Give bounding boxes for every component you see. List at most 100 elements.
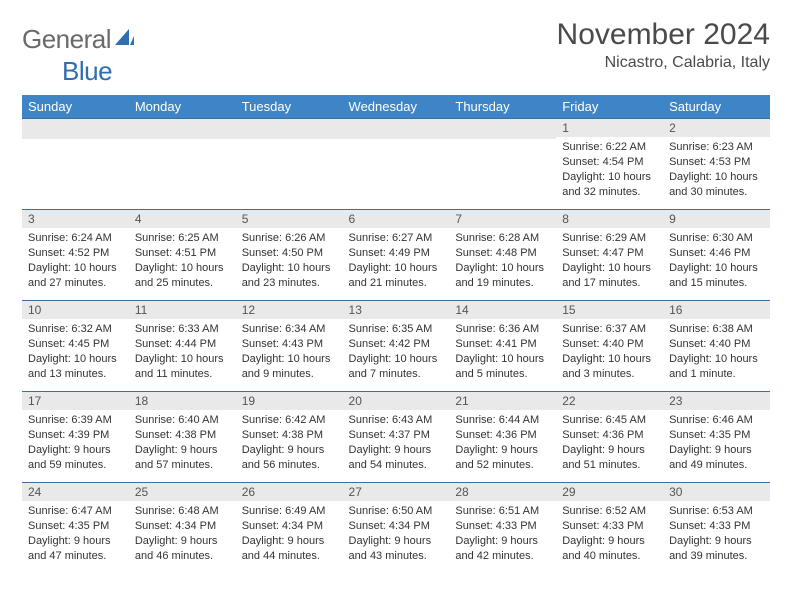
month-title: November 2024 (557, 18, 770, 52)
day-number: 10 (22, 301, 129, 319)
day-details: Sunrise: 6:37 AMSunset: 4:40 PMDaylight:… (556, 319, 663, 387)
weekday-header-row: Sunday Monday Tuesday Wednesday Thursday… (22, 95, 770, 119)
sunrise-text: Sunrise: 6:52 AM (562, 504, 657, 519)
day-details: Sunrise: 6:47 AMSunset: 4:35 PMDaylight:… (22, 501, 129, 569)
calendar-table: Sunday Monday Tuesday Wednesday Thursday… (22, 95, 770, 573)
calendar-cell (449, 119, 556, 210)
day-details: Sunrise: 6:35 AMSunset: 4:42 PMDaylight:… (343, 319, 450, 387)
daylight-text: Daylight: 10 hours and 7 minutes. (349, 352, 444, 382)
daylight-text: Daylight: 10 hours and 13 minutes. (28, 352, 123, 382)
sunrise-text: Sunrise: 6:51 AM (455, 504, 550, 519)
calendar-cell: 2Sunrise: 6:23 AMSunset: 4:53 PMDaylight… (663, 119, 770, 210)
calendar-cell: 24Sunrise: 6:47 AMSunset: 4:35 PMDayligh… (22, 483, 129, 574)
sunset-text: Sunset: 4:40 PM (562, 337, 657, 352)
day-number: 1 (556, 119, 663, 137)
day-details: Sunrise: 6:22 AMSunset: 4:54 PMDaylight:… (556, 137, 663, 205)
sail-icon (113, 27, 135, 54)
calendar-cell: 4Sunrise: 6:25 AMSunset: 4:51 PMDaylight… (129, 210, 236, 301)
calendar-cell: 30Sunrise: 6:53 AMSunset: 4:33 PMDayligh… (663, 483, 770, 574)
daylight-text: Daylight: 10 hours and 32 minutes. (562, 170, 657, 200)
daylight-text: Daylight: 10 hours and 9 minutes. (242, 352, 337, 382)
calendar-cell: 1Sunrise: 6:22 AMSunset: 4:54 PMDaylight… (556, 119, 663, 210)
sunset-text: Sunset: 4:49 PM (349, 246, 444, 261)
daylight-text: Daylight: 9 hours and 57 minutes. (135, 443, 230, 473)
calendar-cell: 27Sunrise: 6:50 AMSunset: 4:34 PMDayligh… (343, 483, 450, 574)
sunset-text: Sunset: 4:36 PM (562, 428, 657, 443)
day-details: Sunrise: 6:50 AMSunset: 4:34 PMDaylight:… (343, 501, 450, 569)
calendar-cell: 18Sunrise: 6:40 AMSunset: 4:38 PMDayligh… (129, 392, 236, 483)
sunrise-text: Sunrise: 6:28 AM (455, 231, 550, 246)
day-details: Sunrise: 6:30 AMSunset: 4:46 PMDaylight:… (663, 228, 770, 296)
sunset-text: Sunset: 4:40 PM (669, 337, 764, 352)
daylight-text: Daylight: 10 hours and 5 minutes. (455, 352, 550, 382)
sunset-text: Sunset: 4:45 PM (28, 337, 123, 352)
day-number: 20 (343, 392, 450, 410)
sunrise-text: Sunrise: 6:22 AM (562, 140, 657, 155)
calendar-cell: 12Sunrise: 6:34 AMSunset: 4:43 PMDayligh… (236, 301, 343, 392)
calendar-cell: 28Sunrise: 6:51 AMSunset: 4:33 PMDayligh… (449, 483, 556, 574)
day-number: 6 (343, 210, 450, 228)
sunset-text: Sunset: 4:38 PM (242, 428, 337, 443)
sunset-text: Sunset: 4:34 PM (349, 519, 444, 534)
logo-word-general: General (22, 24, 111, 55)
sunrise-text: Sunrise: 6:27 AM (349, 231, 444, 246)
calendar-row: 3Sunrise: 6:24 AMSunset: 4:52 PMDaylight… (22, 210, 770, 301)
day-number: 5 (236, 210, 343, 228)
daylight-text: Daylight: 10 hours and 25 minutes. (135, 261, 230, 291)
weekday-header: Sunday (22, 95, 129, 119)
sunset-text: Sunset: 4:35 PM (28, 519, 123, 534)
day-number: 23 (663, 392, 770, 410)
day-details: Sunrise: 6:39 AMSunset: 4:39 PMDaylight:… (22, 410, 129, 478)
daylight-text: Daylight: 10 hours and 15 minutes. (669, 261, 764, 291)
sunset-text: Sunset: 4:48 PM (455, 246, 550, 261)
day-details: Sunrise: 6:48 AMSunset: 4:34 PMDaylight:… (129, 501, 236, 569)
calendar-cell: 20Sunrise: 6:43 AMSunset: 4:37 PMDayligh… (343, 392, 450, 483)
sunrise-text: Sunrise: 6:24 AM (28, 231, 123, 246)
calendar-cell: 9Sunrise: 6:30 AMSunset: 4:46 PMDaylight… (663, 210, 770, 301)
weekday-header: Saturday (663, 95, 770, 119)
sunrise-text: Sunrise: 6:43 AM (349, 413, 444, 428)
day-number: 12 (236, 301, 343, 319)
daylight-text: Daylight: 9 hours and 40 minutes. (562, 534, 657, 564)
daylight-text: Daylight: 9 hours and 46 minutes. (135, 534, 230, 564)
day-number: 3 (22, 210, 129, 228)
calendar-cell: 19Sunrise: 6:42 AMSunset: 4:38 PMDayligh… (236, 392, 343, 483)
sunrise-text: Sunrise: 6:33 AM (135, 322, 230, 337)
sunset-text: Sunset: 4:39 PM (28, 428, 123, 443)
day-details: Sunrise: 6:43 AMSunset: 4:37 PMDaylight:… (343, 410, 450, 478)
day-number: 2 (663, 119, 770, 137)
day-details: Sunrise: 6:46 AMSunset: 4:35 PMDaylight:… (663, 410, 770, 478)
calendar-cell (129, 119, 236, 210)
calendar-cell: 29Sunrise: 6:52 AMSunset: 4:33 PMDayligh… (556, 483, 663, 574)
sunset-text: Sunset: 4:46 PM (669, 246, 764, 261)
day-number: 15 (556, 301, 663, 319)
sunrise-text: Sunrise: 6:35 AM (349, 322, 444, 337)
day-number (236, 119, 343, 139)
calendar-cell: 22Sunrise: 6:45 AMSunset: 4:36 PMDayligh… (556, 392, 663, 483)
daylight-text: Daylight: 10 hours and 19 minutes. (455, 261, 550, 291)
sunrise-text: Sunrise: 6:39 AM (28, 413, 123, 428)
sunset-text: Sunset: 4:41 PM (455, 337, 550, 352)
day-details: Sunrise: 6:24 AMSunset: 4:52 PMDaylight:… (22, 228, 129, 296)
day-details: Sunrise: 6:53 AMSunset: 4:33 PMDaylight:… (663, 501, 770, 569)
day-number: 27 (343, 483, 450, 501)
day-details: Sunrise: 6:28 AMSunset: 4:48 PMDaylight:… (449, 228, 556, 296)
day-details: Sunrise: 6:44 AMSunset: 4:36 PMDaylight:… (449, 410, 556, 478)
sunset-text: Sunset: 4:52 PM (28, 246, 123, 261)
daylight-text: Daylight: 9 hours and 43 minutes. (349, 534, 444, 564)
logo-word-blue: Blue (62, 56, 112, 86)
daylight-text: Daylight: 10 hours and 23 minutes. (242, 261, 337, 291)
day-details: Sunrise: 6:25 AMSunset: 4:51 PMDaylight:… (129, 228, 236, 296)
daylight-text: Daylight: 9 hours and 47 minutes. (28, 534, 123, 564)
calendar-cell: 14Sunrise: 6:36 AMSunset: 4:41 PMDayligh… (449, 301, 556, 392)
sunrise-text: Sunrise: 6:50 AM (349, 504, 444, 519)
sunrise-text: Sunrise: 6:49 AM (242, 504, 337, 519)
weekday-header: Wednesday (343, 95, 450, 119)
day-details: Sunrise: 6:51 AMSunset: 4:33 PMDaylight:… (449, 501, 556, 569)
calendar-cell: 26Sunrise: 6:49 AMSunset: 4:34 PMDayligh… (236, 483, 343, 574)
daylight-text: Daylight: 10 hours and 17 minutes. (562, 261, 657, 291)
sunrise-text: Sunrise: 6:48 AM (135, 504, 230, 519)
day-number: 18 (129, 392, 236, 410)
day-details: Sunrise: 6:27 AMSunset: 4:49 PMDaylight:… (343, 228, 450, 296)
daylight-text: Daylight: 9 hours and 49 minutes. (669, 443, 764, 473)
